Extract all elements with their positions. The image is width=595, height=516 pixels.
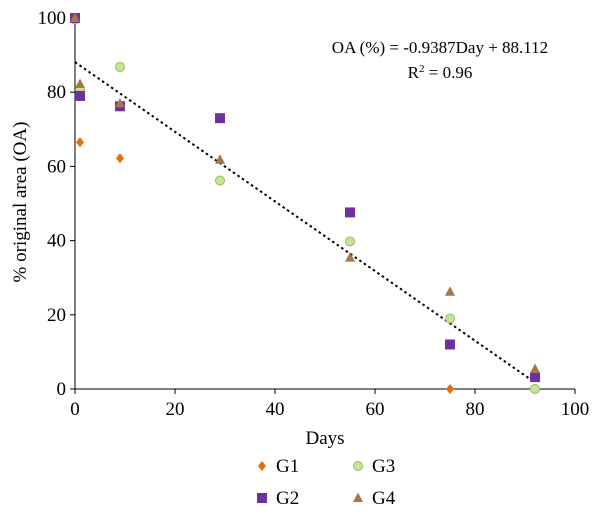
data-point-g4: [215, 154, 225, 164]
legend-marker-g4: [353, 492, 363, 502]
data-point-g4: [530, 363, 540, 373]
data-point-g1: [76, 137, 84, 148]
chart-legend: G1 G3 G2 G4: [257, 456, 396, 509]
data-points-group: [70, 12, 540, 394]
y-tick-label: 20: [47, 305, 66, 326]
y-tick-label: 80: [47, 82, 66, 103]
legend-label-g4: G4: [372, 488, 396, 509]
data-point-g3: [445, 313, 455, 324]
r-squared-prefix: R: [408, 63, 420, 82]
y-axis-label: % original area (OA): [10, 122, 31, 283]
data-point-g4: [115, 97, 125, 108]
legend-label-g2: G2: [276, 488, 299, 509]
data-point-g3: [215, 175, 225, 186]
legend-label-g1: G1: [276, 456, 299, 477]
data-point-g1: [116, 153, 124, 164]
data-point-g4: [75, 78, 85, 89]
data-point-g3: [345, 236, 355, 247]
data-point-g3: [115, 61, 125, 72]
trendline-group: [74, 61, 536, 384]
data-point-g4: [70, 12, 80, 22]
plot-axes: 0 20 40 60 80 100 0 20 40 60 80 100: [38, 8, 590, 420]
x-tick-label: 20: [166, 399, 185, 420]
data-point-g2: [530, 372, 540, 383]
y-tick-label: 40: [47, 231, 66, 252]
data-point-g2: [75, 90, 85, 101]
r-squared-value: = 0.96: [425, 63, 473, 82]
data-point-g4: [445, 286, 455, 296]
trendline: [74, 61, 536, 384]
data-point-g3: [530, 384, 540, 394]
trendline-equation: OA (%) = -0.9387Day + 88.112: [332, 38, 548, 57]
y-tick-label: 0: [57, 379, 67, 400]
legend-label-g3: G3: [372, 456, 395, 477]
y-tick-label: 100: [38, 8, 67, 29]
data-point-g2: [445, 339, 455, 350]
x-tick-label: 100: [561, 399, 590, 420]
data-point-g4: [345, 252, 355, 262]
data-point-g2: [345, 207, 355, 218]
x-tick-label: 80: [466, 399, 485, 420]
data-point-g1: [446, 384, 454, 394]
x-tick-label: 60: [366, 399, 385, 420]
x-tick-label: 40: [266, 399, 285, 420]
data-point-g2: [215, 113, 225, 124]
equation-annotation: OA (%) = -0.9387Day + 88.112 R2 = 0.96: [332, 38, 548, 82]
y-tick-label: 60: [47, 156, 66, 177]
legend-marker-g3: [353, 461, 363, 471]
legend-marker-g2: [257, 493, 267, 503]
r-squared-superscript: 2: [419, 63, 425, 75]
x-axis-label: Days: [305, 428, 344, 449]
x-tick-label: 0: [70, 399, 80, 420]
r-squared-label: R2 = 0.96: [408, 63, 473, 82]
legend-marker-g1: [258, 461, 266, 471]
